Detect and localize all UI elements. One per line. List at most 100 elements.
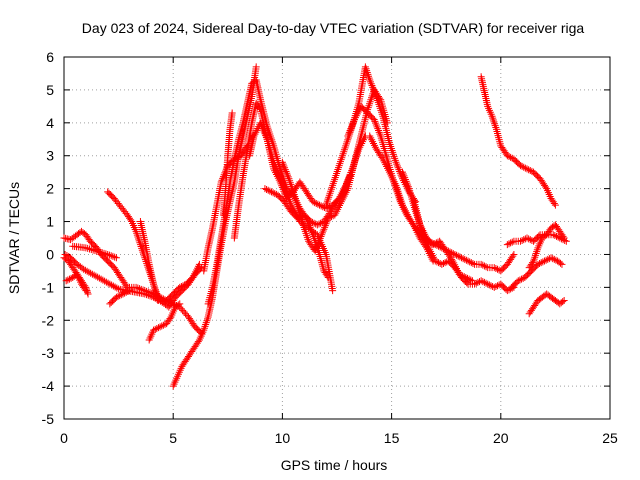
data-point [550, 199, 558, 207]
data-point [262, 133, 270, 141]
data-point [124, 287, 132, 295]
data-point [477, 277, 485, 285]
data-point [87, 246, 95, 254]
data-point [182, 310, 190, 318]
data-point [278, 182, 286, 190]
y-tick-label: 3 [46, 148, 54, 164]
data-point [394, 164, 402, 172]
data-point [372, 91, 380, 99]
data-point [531, 251, 539, 259]
data-point [516, 162, 524, 170]
data-point [469, 260, 477, 268]
data-point [146, 292, 154, 300]
data-point [259, 126, 267, 134]
data-point [400, 172, 408, 180]
data-point [281, 164, 289, 172]
axis-ticks: 0 5 10 15 20 25 -5 -4 -3 -2 -1 0 1 2 3 4 5 6 [42, 49, 618, 446]
data-point [480, 278, 488, 286]
data-point [345, 128, 353, 136]
data-point [508, 238, 516, 246]
data-point [464, 257, 472, 265]
y-tick-label: -4 [42, 378, 55, 394]
data-point [401, 175, 409, 183]
data-point [507, 153, 515, 161]
data-point [467, 276, 475, 284]
data-point [536, 260, 544, 268]
data-point [431, 257, 439, 265]
data-point [100, 249, 108, 257]
data-point [485, 281, 493, 289]
data-point [520, 163, 528, 171]
data-point [482, 279, 490, 287]
data-point [85, 245, 93, 253]
data-point [329, 287, 337, 295]
data-point [102, 250, 110, 258]
data-point [540, 257, 548, 265]
data-point [454, 252, 462, 260]
data-point [455, 270, 463, 278]
data-point [107, 252, 115, 260]
data-point [266, 187, 274, 195]
data-point [559, 232, 567, 240]
data-point [308, 218, 316, 226]
series-track-08 [106, 287, 134, 308]
data-point [136, 241, 144, 249]
data-point [466, 258, 474, 266]
series-track-04 [60, 254, 90, 295]
data-point [264, 186, 272, 194]
x-axis-label: GPS time / hours [281, 457, 388, 473]
y-tick-label: -2 [42, 312, 55, 328]
data-point [328, 213, 336, 221]
data-point [314, 240, 322, 248]
data-point [461, 255, 469, 263]
data-point [482, 263, 490, 271]
data-point [554, 233, 562, 241]
y-tick-label: 1 [46, 214, 54, 230]
data-point [82, 244, 90, 252]
data-point [278, 158, 286, 166]
data-point [537, 259, 545, 267]
data-point [261, 130, 269, 138]
data-point [150, 326, 158, 334]
data-point [518, 236, 526, 244]
data-point [392, 158, 400, 166]
data-point [144, 291, 152, 299]
data-point [560, 234, 568, 242]
data-point [449, 250, 457, 258]
data-point [404, 181, 412, 189]
data-point [457, 254, 465, 262]
data-point [462, 273, 470, 281]
data-point [453, 251, 461, 259]
data-point [539, 258, 547, 266]
data-point [257, 121, 265, 129]
chart-title: Day 023 of 2024, Sidereal Day-to-day VTE… [82, 20, 585, 36]
data-point [119, 290, 127, 298]
data-point [134, 233, 142, 241]
data-point [313, 242, 321, 250]
data-point [505, 153, 513, 161]
data-point [317, 202, 325, 210]
data-point [462, 256, 470, 264]
data-point [64, 276, 72, 284]
data-point [96, 248, 104, 256]
data-point [503, 287, 511, 295]
data-point [349, 119, 357, 127]
data-point [105, 251, 113, 259]
data-point [404, 183, 412, 191]
series-track-20 [366, 132, 518, 275]
data-point [484, 280, 492, 288]
data-point [503, 152, 511, 160]
series-track-09 [145, 300, 184, 344]
data-point [176, 300, 184, 308]
data-point [194, 338, 202, 346]
data-point [281, 189, 289, 197]
data-point [166, 315, 174, 323]
data-point [370, 87, 378, 95]
series-track-23 [477, 73, 559, 209]
data-point [202, 321, 210, 329]
data-point [558, 260, 566, 268]
data-point [403, 179, 411, 187]
data-point [523, 165, 531, 173]
x-tick-label: 15 [384, 430, 400, 446]
data-point [371, 117, 379, 125]
